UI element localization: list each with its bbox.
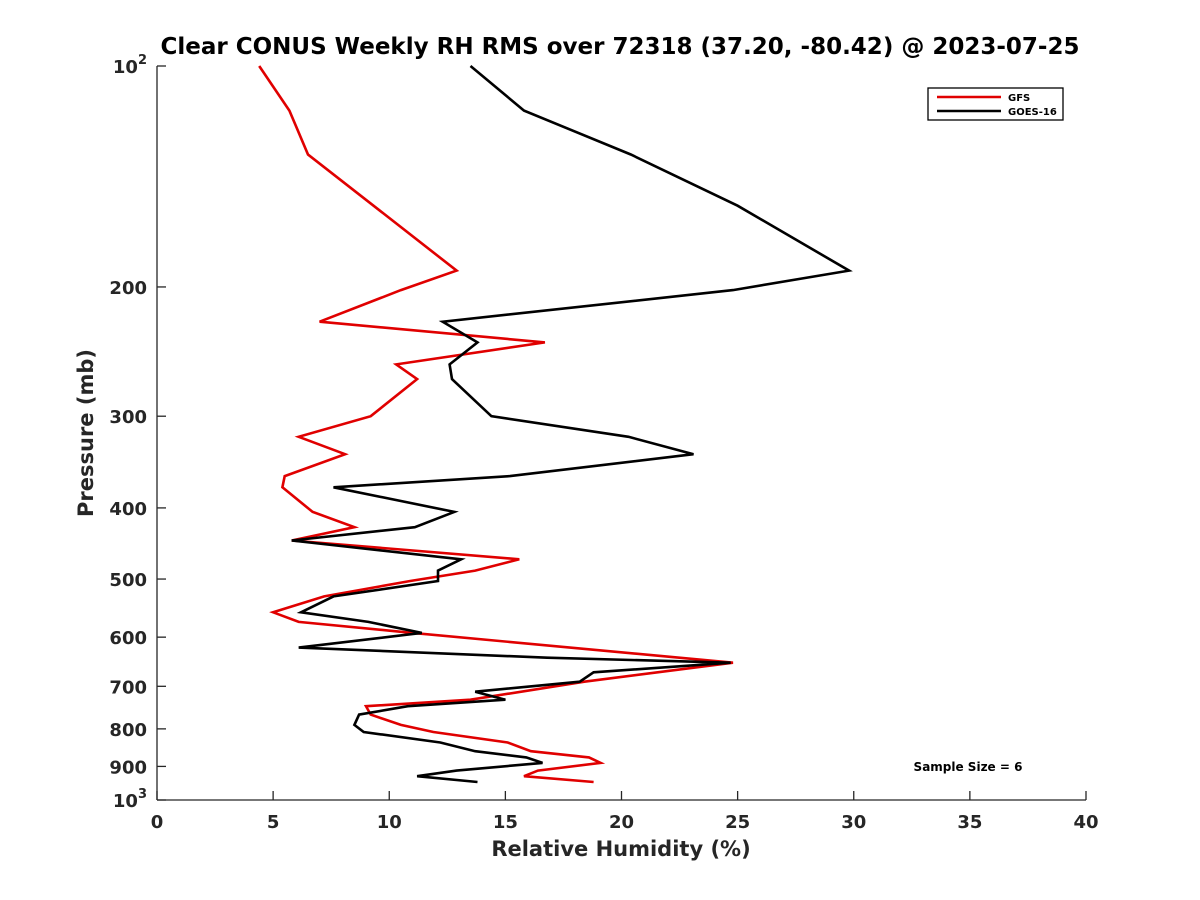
sample-size-annotation: Sample Size = 6 <box>914 760 1023 774</box>
y-tick-label: 300 <box>109 407 147 428</box>
y-axis-ticks: 102 200 300 400 500 600 700 800 900 103 <box>109 53 166 812</box>
y-tick-label: 200 <box>109 278 147 299</box>
x-axis-label: Relative Humidity (%) <box>491 837 750 861</box>
chart-title: Clear CONUS Weekly RH RMS over 72318 (37… <box>161 34 1080 60</box>
y-tick-label: 102 <box>113 53 147 78</box>
x-tick-label: 20 <box>609 812 634 833</box>
y-tick-label: 500 <box>109 570 147 591</box>
x-tick-label: 0 <box>151 812 164 833</box>
x-tick-label: 30 <box>841 812 866 833</box>
x-tick-label: 10 <box>377 812 402 833</box>
x-tick-label: 15 <box>493 812 518 833</box>
plot-area: 0 5 10 15 20 25 30 35 40 102 200 300 400 500 600 700 80… <box>109 53 1098 833</box>
x-tick-label: 40 <box>1073 812 1098 833</box>
y-tick-label: 103 <box>113 787 147 812</box>
y-tick-label: 900 <box>109 757 147 778</box>
legend: GFS GOES-16 <box>927 87 1064 121</box>
x-axis-ticks: 0 5 10 15 20 25 30 35 40 <box>151 791 1099 833</box>
series-layer <box>258 65 853 784</box>
legend-label-goes16: GOES-16 <box>1008 107 1057 118</box>
y-tick-label: 700 <box>109 677 147 698</box>
legend-label-gfs: GFS <box>1008 93 1030 104</box>
y-tick-label: 800 <box>109 720 147 741</box>
x-tick-label: 25 <box>725 812 750 833</box>
x-tick-label: 5 <box>267 812 280 833</box>
legend-box <box>927 87 1064 121</box>
x-tick-label: 35 <box>957 812 982 833</box>
series-line-goes16 <box>291 65 853 784</box>
y-tick-label: 600 <box>109 628 147 649</box>
y-axis-label: Pressure (mb) <box>74 349 98 517</box>
y-tick-label: 400 <box>109 499 147 520</box>
series-line-gfs <box>258 65 734 784</box>
